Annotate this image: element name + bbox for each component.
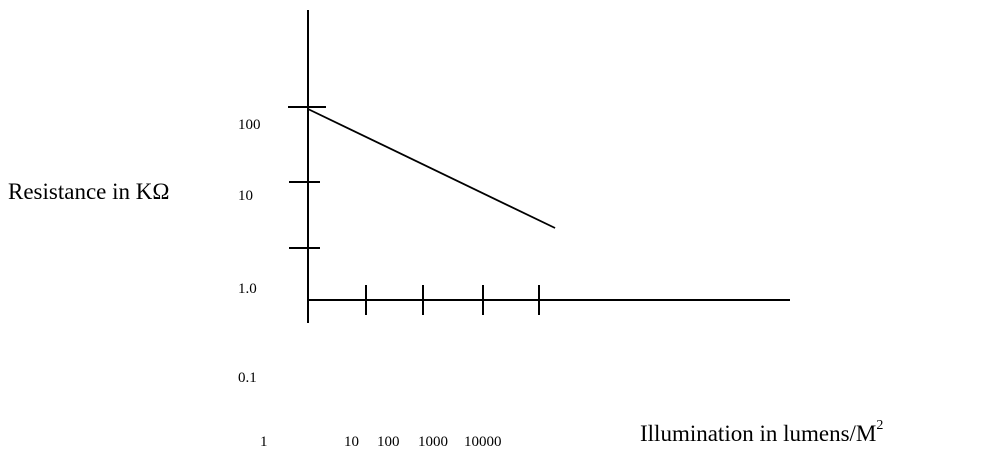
y-axis-label: Resistance in KΩ: [8, 179, 170, 204]
x-tick-label-10: 10: [344, 434, 359, 450]
x-tick-label-1000: 1000: [418, 434, 448, 450]
y-tick-label-1: 1.0: [238, 281, 257, 297]
series-layer: [307, 108, 556, 229]
series-line-0-segment-0: [307, 108, 556, 229]
x-axis-label-text: Illumination in lumens/M: [640, 421, 877, 446]
x-tick-label-1: 1: [260, 434, 268, 450]
x-tick-label-100: 100: [377, 434, 400, 450]
y-tick-label-10: 10: [238, 188, 253, 204]
x-axis-label-superscript: 2: [876, 418, 884, 434]
x-tick-label-10000: 10000: [464, 434, 502, 450]
x-axis-label: Illumination in lumens/M2: [640, 418, 884, 447]
y-tick-label-100: 100: [238, 117, 261, 133]
y-tick-label-0-1: 0.1: [238, 370, 257, 386]
